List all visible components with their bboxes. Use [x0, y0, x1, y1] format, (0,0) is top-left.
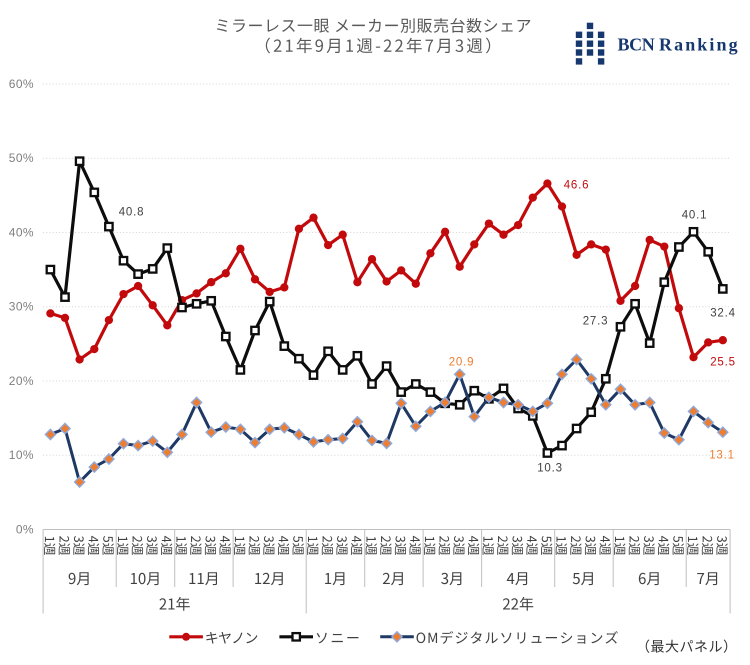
svg-text:30%: 30%: [9, 300, 34, 314]
svg-text:40.8: 40.8: [119, 207, 145, 219]
svg-text:46.6: 46.6: [564, 180, 590, 192]
svg-text:Ranking: Ranking: [659, 34, 740, 54]
svg-text:20%: 20%: [9, 374, 34, 388]
svg-text:40.1: 40.1: [682, 210, 708, 222]
svg-text:13.1: 13.1: [709, 450, 735, 462]
svg-text:10%: 10%: [9, 448, 34, 462]
svg-text:60%: 60%: [9, 77, 34, 91]
svg-text:32.4: 32.4: [710, 308, 736, 320]
svg-text:27.3: 27.3: [583, 316, 609, 328]
svg-text:BCN: BCN: [618, 34, 655, 54]
svg-text:25.5: 25.5: [710, 357, 736, 369]
svg-text:10.3: 10.3: [537, 463, 563, 475]
svg-text:20.9: 20.9: [449, 357, 475, 369]
svg-text:40%: 40%: [9, 225, 34, 239]
svg-text:50%: 50%: [9, 151, 34, 165]
svg-text:0%: 0%: [16, 522, 34, 536]
